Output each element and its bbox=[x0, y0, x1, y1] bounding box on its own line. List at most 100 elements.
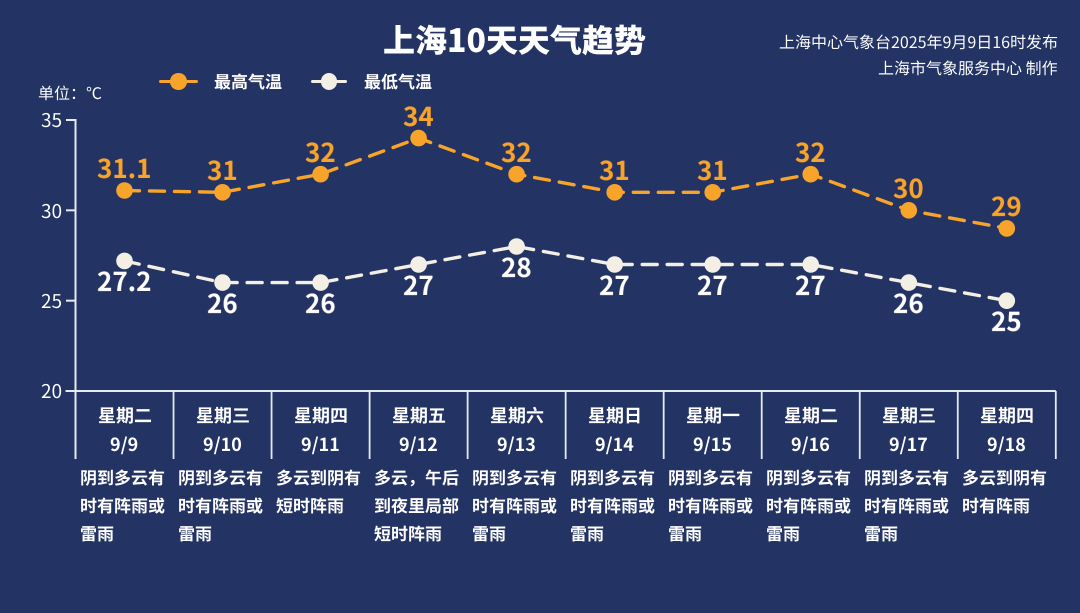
text-glyphs bbox=[41, 384, 62, 399]
glyph bbox=[812, 275, 825, 296]
glyph bbox=[900, 35, 908, 49]
glyph bbox=[910, 293, 923, 314]
text-glyphs bbox=[988, 435, 1026, 454]
glyph bbox=[784, 407, 801, 424]
glyph bbox=[881, 497, 898, 514]
glyph bbox=[1026, 34, 1042, 50]
glyph bbox=[399, 436, 409, 451]
glyph bbox=[131, 470, 148, 486]
shadowed-text bbox=[698, 160, 727, 181]
text-glyphs bbox=[374, 497, 459, 514]
text-glyphs bbox=[767, 526, 800, 542]
text-glyphs bbox=[501, 142, 531, 163]
glyph bbox=[1016, 436, 1026, 451]
max-temp-marker bbox=[312, 165, 329, 183]
glyph bbox=[115, 406, 133, 424]
shadowed-text bbox=[208, 293, 237, 314]
text-glyphs bbox=[179, 469, 263, 486]
glyph bbox=[374, 497, 390, 514]
text-glyphs bbox=[81, 469, 165, 486]
glyph bbox=[208, 293, 222, 314]
shadowed-text bbox=[97, 158, 151, 179]
glyph bbox=[882, 469, 898, 486]
min-temp-line bbox=[122, 244, 1009, 303]
glyph bbox=[52, 384, 62, 399]
glyph bbox=[626, 407, 639, 424]
glyph bbox=[391, 470, 408, 486]
glyph bbox=[1014, 498, 1030, 514]
glyph bbox=[998, 435, 1005, 454]
text-glyphs bbox=[214, 72, 282, 90]
glyph bbox=[311, 497, 327, 514]
text-glyphs bbox=[502, 257, 531, 278]
glyph bbox=[489, 469, 505, 486]
glyph bbox=[72, 88, 76, 100]
glyph bbox=[320, 437, 329, 451]
glyph bbox=[818, 498, 834, 514]
glyph bbox=[638, 497, 655, 514]
text-glyphs bbox=[599, 160, 629, 181]
glyph bbox=[992, 311, 1006, 332]
text-glyphs bbox=[179, 526, 212, 542]
glyph bbox=[865, 470, 881, 486]
glyph bbox=[621, 498, 638, 514]
glyph bbox=[203, 436, 213, 451]
glyph bbox=[698, 160, 712, 181]
max-temp-marker bbox=[704, 184, 721, 201]
glyph bbox=[812, 34, 826, 50]
text-glyphs bbox=[497, 435, 536, 454]
glyph bbox=[473, 470, 488, 486]
glyph bbox=[391, 497, 408, 514]
glyph bbox=[148, 469, 165, 486]
shadowed-text bbox=[992, 196, 1021, 217]
glyph bbox=[517, 257, 531, 278]
text-glyphs bbox=[865, 469, 949, 486]
glyph bbox=[229, 470, 246, 486]
shadowed-text bbox=[207, 160, 237, 181]
max-temp-line bbox=[122, 136, 1009, 231]
glyph bbox=[882, 407, 899, 424]
glyph bbox=[293, 470, 310, 486]
text-glyphs bbox=[779, 34, 1058, 50]
glyph bbox=[712, 437, 721, 451]
glyph bbox=[246, 497, 263, 514]
glyph bbox=[685, 526, 702, 542]
glyph bbox=[1007, 311, 1021, 332]
glyph bbox=[588, 407, 605, 424]
text-glyphs bbox=[98, 271, 151, 292]
glyph bbox=[900, 435, 907, 454]
glyph bbox=[820, 436, 830, 451]
glyph bbox=[549, 24, 581, 55]
text-glyphs bbox=[383, 24, 645, 56]
text-glyphs bbox=[698, 160, 727, 181]
text-glyphs bbox=[41, 203, 62, 218]
glyph bbox=[1002, 35, 1010, 49]
glyph bbox=[722, 413, 740, 417]
text-glyphs bbox=[784, 406, 837, 424]
glyph bbox=[992, 196, 1006, 216]
glyph bbox=[195, 469, 211, 486]
text-glyphs bbox=[588, 406, 639, 424]
glyph bbox=[97, 469, 113, 486]
glyph bbox=[213, 497, 229, 514]
shadowed-text bbox=[894, 178, 923, 199]
glyph bbox=[41, 113, 51, 128]
glyph bbox=[943, 60, 958, 76]
glyph bbox=[81, 470, 96, 486]
glyph bbox=[442, 469, 459, 486]
glyph bbox=[312, 435, 319, 454]
glyph bbox=[404, 275, 418, 296]
glyph bbox=[179, 470, 194, 486]
text-glyphs bbox=[669, 497, 753, 514]
glyph bbox=[540, 469, 557, 486]
glyph bbox=[963, 469, 979, 486]
glyph bbox=[779, 34, 795, 49]
glyph bbox=[214, 73, 231, 90]
glyph bbox=[128, 436, 138, 451]
glyph bbox=[294, 497, 310, 514]
glyph bbox=[409, 525, 425, 542]
text-glyphs bbox=[41, 113, 61, 128]
glyph bbox=[134, 409, 151, 423]
text-glyphs bbox=[792, 435, 830, 454]
glyph bbox=[113, 272, 127, 292]
